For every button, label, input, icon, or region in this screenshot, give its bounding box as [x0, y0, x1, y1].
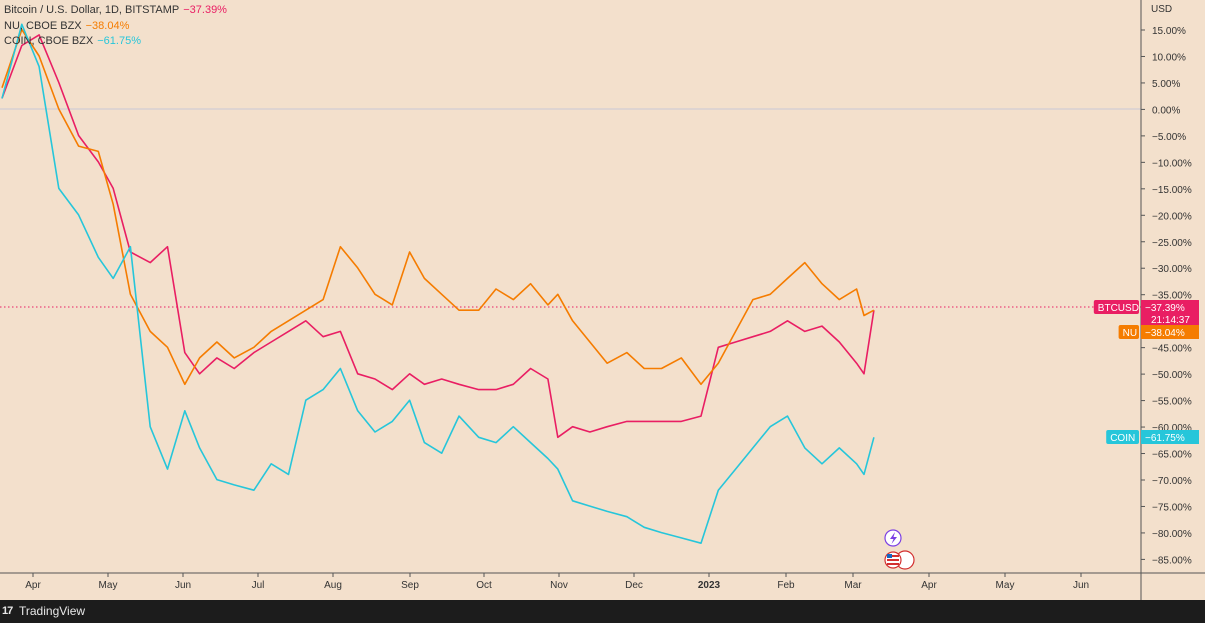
x-tick-label: Jun — [175, 580, 191, 591]
brand-label[interactable]: TradingView — [19, 604, 86, 618]
chart-grid — [0, 108, 1141, 308]
x-tick-label: May — [996, 580, 1015, 591]
x-tick-label: Jul — [252, 580, 265, 591]
legend-name: NU, CBOE BZX — [4, 19, 82, 32]
x-tick-label: Apr — [921, 580, 937, 591]
price-tag-name: NU — [1123, 328, 1137, 339]
y-tick-label: −5.00% — [1152, 132, 1186, 143]
price-tag-value-bg — [1141, 430, 1199, 444]
price-tag-name-bg — [1093, 300, 1139, 314]
legend-row-coin[interactable]: COIN, CBOE BZX −61.75% — [4, 34, 227, 50]
y-tick-label: −30.00% — [1152, 264, 1192, 275]
y-tick-label: −35.00% — [1152, 291, 1192, 302]
tradingview-logo-icon[interactable]: 17 — [2, 605, 13, 617]
price-tag-name-bg — [1118, 325, 1139, 339]
x-tick-label: Sep — [401, 580, 419, 591]
price-tag-countdown: 21:14:37 — [1151, 315, 1190, 326]
legend-name: COIN, CBOE BZX — [4, 35, 94, 47]
legend-row-btc[interactable]: Bitcoin / U.S. Dollar, 1D, BITSTAMP −37.3… — [4, 3, 227, 19]
y-tick-label: −85.00% — [1152, 555, 1192, 566]
y-tick-label: −50.00% — [1152, 370, 1192, 381]
x-tick-label: Feb — [777, 580, 795, 591]
x-tick-label: Nov — [550, 580, 568, 591]
y-tick-label: −60.00% — [1152, 423, 1192, 434]
series-line-btcusd[interactable] — [1, 34, 875, 439]
event-icons[interactable] — [884, 529, 915, 570]
x-tick-label: Dec — [625, 580, 643, 591]
series-layer — [1, 23, 875, 545]
price-tag-name-bg — [1106, 430, 1139, 444]
chart-legend: Bitcoin / U.S. Dollar, 1D, BITSTAMP −37.3… — [4, 3, 227, 50]
lightning-icon[interactable] — [884, 529, 902, 547]
price-tag-value: −38.04% — [1145, 328, 1185, 339]
y-tick-label: −15.00% — [1152, 185, 1192, 196]
series-line-nu[interactable] — [1, 28, 875, 386]
legend-value: −61.75% — [97, 35, 141, 47]
y-tick-label: 0.00% — [1152, 105, 1180, 116]
price-tag-value: −37.39% — [1145, 303, 1185, 314]
y-tick-label: −25.00% — [1152, 238, 1192, 249]
price-labels: BTCUSD −37.39%21:14:37 NU −38.04% COIN −61.75… — [1093, 300, 1199, 444]
price-tag-name: COIN — [1110, 433, 1135, 444]
x-tick-label: Apr — [25, 580, 41, 591]
y-tick-label: 10.00% — [1152, 52, 1186, 63]
y-tick-label: −55.00% — [1152, 397, 1192, 408]
y-axis-unit: USD — [1151, 4, 1172, 15]
x-tick-label: Jun — [1073, 580, 1089, 591]
legend-name: Bitcoin / U.S. Dollar, 1D, BITSTAMP — [4, 4, 180, 16]
footer-bar: 17 TradingView — [0, 600, 1205, 623]
price-tag-value-bg — [1141, 300, 1199, 326]
y-tick-label: 15.00% — [1152, 26, 1186, 37]
x-tick-label: Aug — [324, 580, 342, 591]
y-tick-label: 5.00% — [1152, 79, 1180, 90]
y-tick-label: −10.00% — [1152, 158, 1192, 169]
y-tick-label: −80.00% — [1152, 529, 1192, 540]
y-tick-label: −20.00% — [1152, 211, 1192, 222]
y-tick-label: −75.00% — [1152, 502, 1192, 513]
legend-value: −38.04% — [85, 19, 130, 32]
us-flag-icon[interactable] — [884, 550, 915, 570]
x-tick-label: 2023 — [698, 580, 721, 591]
y-tick-label: −65.00% — [1152, 450, 1192, 461]
y-tick-label: −45.00% — [1152, 344, 1192, 355]
price-tag-name: BTCUSD — [1098, 303, 1139, 314]
x-tick-label: Oct — [476, 580, 492, 591]
x-axis: Apr May Jun Jul Aug Sep Oct Nov Dec 2023 Feb Mar Apr… — [0, 572, 1205, 591]
price-tag-value-bg — [1141, 325, 1199, 339]
y-tick-label: −70.00% — [1152, 476, 1192, 487]
legend-value: −37.39% — [183, 4, 227, 16]
legend-row-nu[interactable]: NU, CBOE BZX −38.04% — [4, 19, 227, 35]
x-tick-label: Mar — [844, 580, 862, 591]
x-tick-label: May — [99, 580, 118, 591]
price-tag-value: −61.75% — [1145, 433, 1185, 444]
series-line-coin[interactable] — [1, 23, 875, 545]
